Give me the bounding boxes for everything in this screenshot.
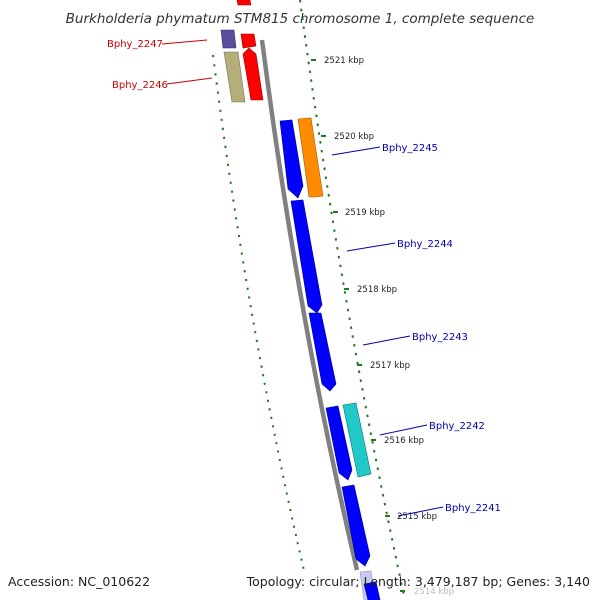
feature-bphy-2242[interactable] [342,402,372,478]
gene-labels: Bphy_2247 Bphy_2246 Bphy_2245 Bphy_2244 … [107,39,501,517]
outer-ring-dot [349,326,353,330]
tick-label-2517: 2517 kbp [370,361,410,371]
inner-ring-dot [280,467,283,470]
feature-top-red[interactable] [236,0,252,6]
feature-bphy-2241[interactable] [341,484,371,567]
gene-label-bphy-2243[interactable]: Bphy_2243 [412,332,468,343]
map-title: Burkholderia phymatum STM815 chromosome … [66,11,535,27]
feature-bphy-2244[interactable] [290,199,323,314]
outer-ring-dot [361,387,364,391]
outer-ring-dot [376,467,379,471]
outer-ring-dot [369,432,373,436]
tick-label-2520: 2520 kbp [334,132,374,142]
accession-text: Accession: NC_010622 [8,574,150,589]
outer-ring-dot [374,458,378,462]
outer-ring-dot [371,440,374,444]
feature-bphy-2247-b[interactable] [240,33,257,49]
gene-label-bphy-2244[interactable]: Bphy_2244 [397,239,453,250]
gene-label-bphy-2241[interactable]: Bphy_2241 [445,503,501,514]
outer-ring-dot [367,423,371,427]
inner-ring-dot [302,566,305,570]
outer-ring-dot [392,546,396,550]
feature-bphy-2247[interactable] [220,29,237,49]
feature-bphy-2245[interactable] [297,117,324,198]
tick-label-2519: 2519 kbp [345,208,385,218]
feature-bphy-2246-b[interactable] [242,47,264,101]
inner-ring-dot [300,558,303,561]
tick-label-2514: 2514 kbp [414,587,454,597]
feature-bottom-blue[interactable] [363,581,381,600]
outer-ring-dot [383,502,387,506]
tick-label-2516: 2516 kbp [384,436,424,446]
feature-bphy-2243[interactable] [308,312,337,392]
outer-ring-dot [390,537,394,541]
outer-ring-dot [357,370,361,374]
feature-bphy-2245-blue[interactable] [279,119,304,199]
chromosome-backbone [259,39,360,571]
ruler-rings [212,0,405,594]
outer-ring-dot [400,582,403,586]
inner-ring-dot [292,525,296,528]
gene-label-bphy-2246[interactable]: Bphy_2246 [112,80,168,91]
feature-bphy-2246[interactable] [223,51,246,103]
outer-ring-dot [394,555,398,559]
gene-label-bphy-2242[interactable]: Bphy_2242 [429,421,485,432]
outer-ring-dot [396,564,399,568]
outer-ring-dot [356,361,359,365]
gene-label-bphy-2247[interactable]: Bphy_2247 [107,39,163,50]
outer-ring-dot [398,573,401,577]
inner-ring-dot [283,483,287,487]
feature-track [220,0,381,600]
outer-ring-dot [387,520,390,524]
outer-ring-dot [366,414,369,418]
tick-label-2518: 2518 kbp [357,285,397,295]
gene-label-bphy-2245[interactable]: Bphy_2245 [382,143,438,154]
outer-ring-dot [381,493,385,497]
outer-ring-dot [385,511,388,515]
outer-ring-dot [378,476,381,480]
tick-label-2515: 2515 kbp [397,512,437,522]
summary-text: Topology: circular; Length: 3,479,187 bp… [246,574,590,589]
tick-label-2521: 2521 kbp [324,56,364,66]
feature-bphy-2242-blue[interactable] [325,405,353,481]
kbp-ticks: 2521 kbp 2520 kbp 2519 kbp 2518 kbp 2517… [311,56,454,597]
